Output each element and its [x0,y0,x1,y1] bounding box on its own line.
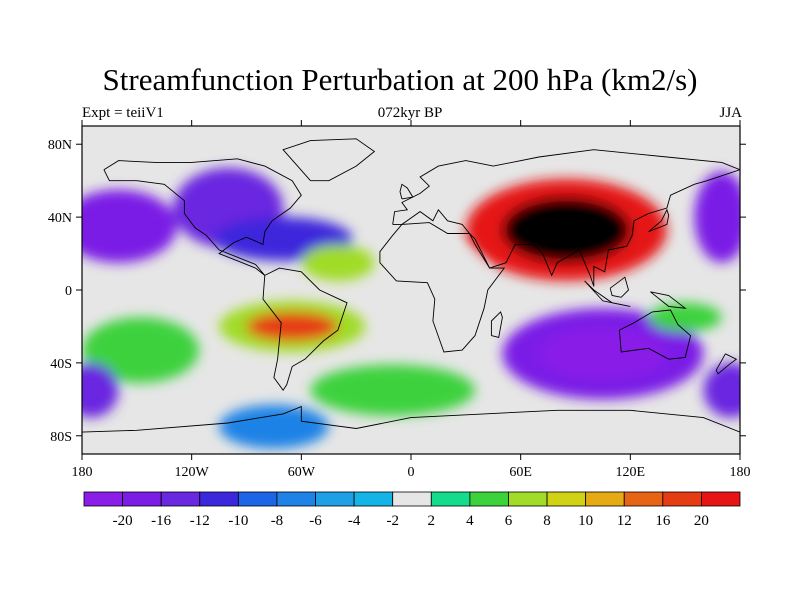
field-contour-3 [246,311,338,342]
colorbar-label: 8 [543,513,551,529]
colorbar-label: -20 [113,513,133,529]
coastline-antarctica [82,405,740,433]
colorbar-swatch [353,491,394,507]
field-contour-1 [502,197,631,263]
lon-tick-label: 60E [509,465,532,480]
coastline-japan [648,208,670,233]
coastline-indonesia [584,280,631,307]
field-contour-9 [82,189,178,263]
coastline-north-america [103,158,302,276]
coastline-australia [618,309,692,360]
colorbar-swatch [237,491,278,507]
colorbar-swatch [392,491,432,507]
chart-title: Streamfunction Perturbation at 200 hPa (… [102,62,698,97]
colorbar-label: 12 [617,513,632,529]
lon-tick-label: 60W [288,465,316,480]
colorbar-swatch [276,491,316,507]
field-contour-6 [538,328,667,380]
lat-tick-label: 80S [50,430,72,445]
lon-tick-label: 0 [408,465,415,480]
coastline-madagascar [490,311,503,338]
lon-tick-label: 180 [72,465,93,480]
lat-tick-label: 80N [48,138,72,153]
colorbar-label: -10 [228,513,248,529]
colorbar-swatch [508,491,548,507]
time-label: 072kyr BP [377,105,443,121]
experiment-label: Expt = teiiV1 [82,105,164,121]
lon-tick-label: 180 [730,465,751,480]
colorbar-swatch [585,491,625,507]
field-contour-16 [648,302,722,332]
coastline-british-isles [399,183,414,200]
colorbar-swatch [315,491,355,507]
lat-tick-label: 0 [65,284,72,299]
lat-tick-label: 40N [48,211,72,226]
colorbar-label: -16 [151,513,171,529]
colorbar-swatch [546,491,587,507]
colorbar-label: 4 [466,513,474,529]
coastline-eurasia [392,149,740,287]
coastline-new-zealand [715,353,738,375]
field-contour-12 [82,362,119,418]
colorbar-label: -12 [190,513,210,529]
coastline-south-america [262,267,348,391]
lon-tick-label: 120E [616,465,646,480]
coastline-africa [379,222,506,353]
colorbar-label: 2 [428,513,436,529]
field-contour-17 [219,404,329,449]
coastline-new-guinea [650,291,687,309]
lon-tick-label: 120W [175,465,210,480]
colorbar-label: -2 [386,513,399,529]
coastline-greenland [282,138,376,182]
field-contour-15 [301,244,375,281]
colorbar-swatch [83,491,123,507]
season-label: JJA [719,105,742,121]
colorbar-label: 6 [505,513,513,529]
colorbar-swatch [199,491,239,507]
coastline-borneo [609,276,630,298]
colorbar-label: 16 [655,513,671,529]
colorbar-label: 20 [694,513,709,529]
colorbar-swatch [662,491,702,507]
colorbar-label: -8 [271,513,284,529]
field-contour-14 [411,253,485,290]
colorbar-swatch [430,491,471,507]
colorbar-label: 10 [578,513,593,529]
colorbar-swatch [469,491,509,507]
colorbar-swatch [623,491,664,507]
field-contour-10 [694,171,740,263]
field-contour-13 [310,364,475,416]
colorbar-swatch [160,491,201,507]
lat-tick-label: 40S [50,357,72,372]
colorbar-swatch [122,491,162,507]
field-contour-4 [82,317,199,383]
colorbar-label: -4 [348,513,361,529]
colorbar-swatch [701,491,741,507]
colorbar-label: -6 [309,513,322,529]
field-contour-11 [703,362,740,418]
